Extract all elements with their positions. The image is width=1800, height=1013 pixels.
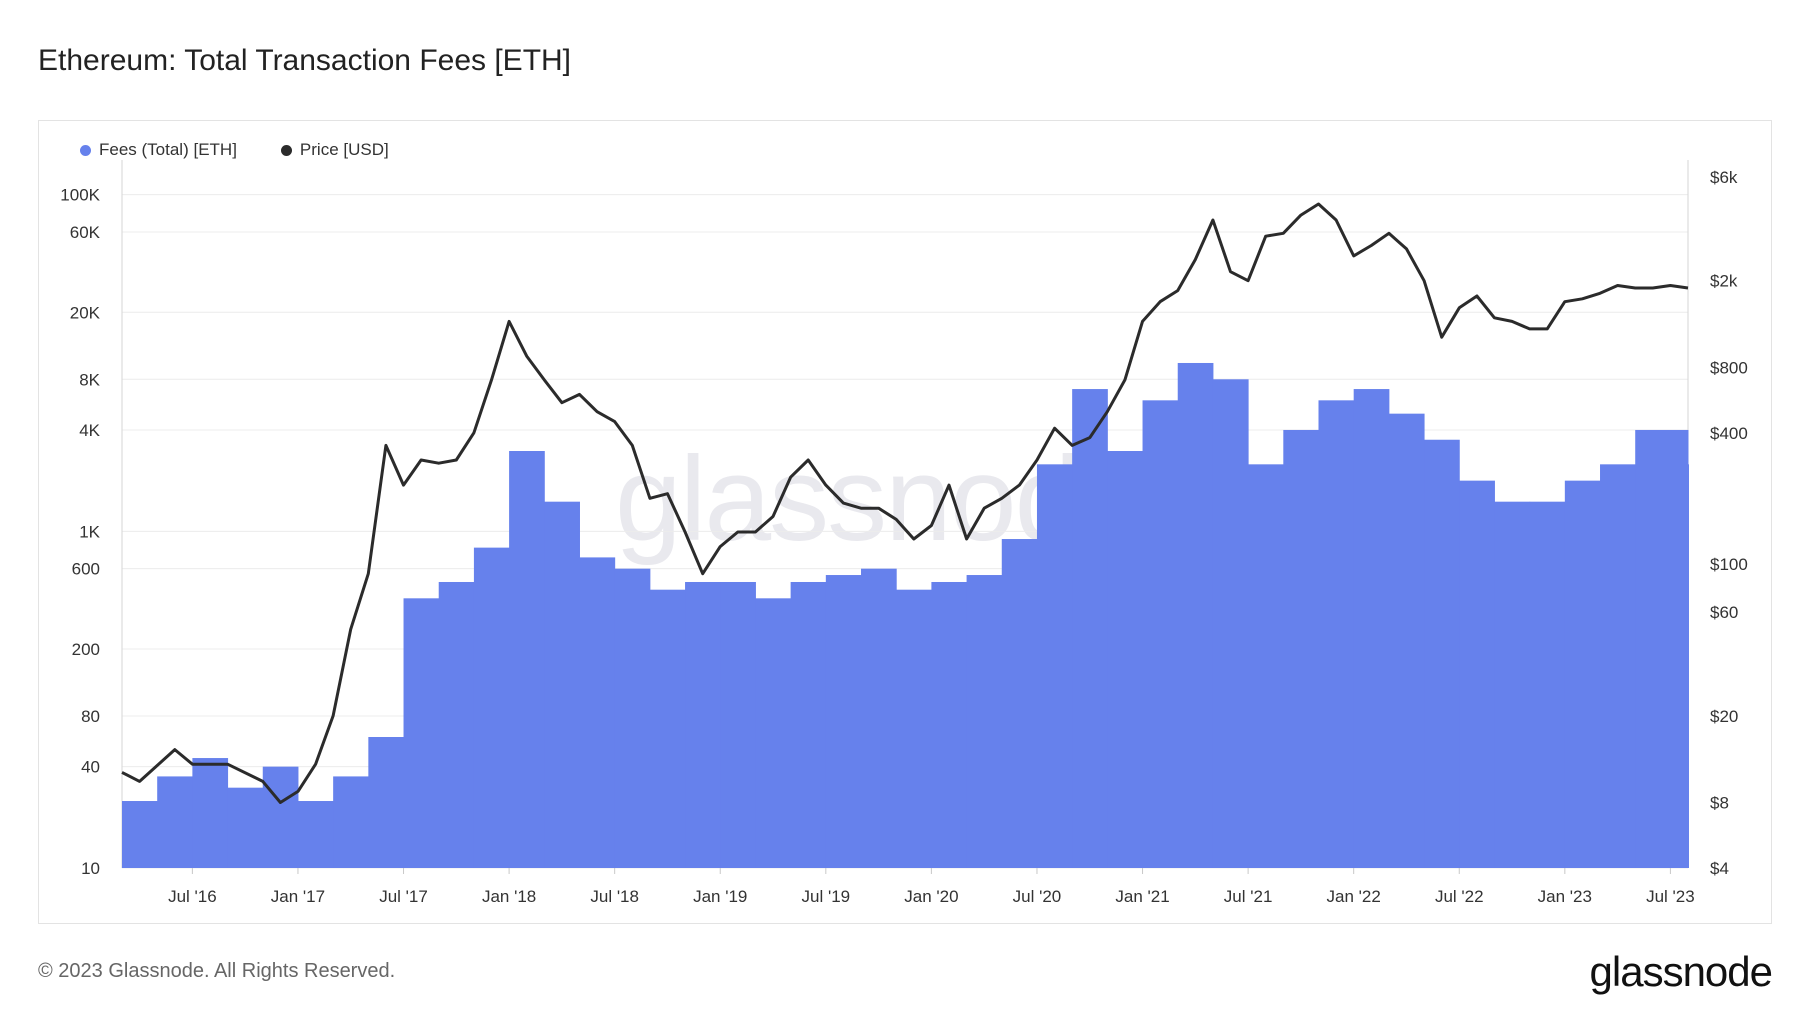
fees-bar xyxy=(1036,464,1073,868)
x-tick-label: Jul '22 xyxy=(1435,887,1484,906)
fees-bar xyxy=(1001,539,1038,868)
fees-bar xyxy=(1494,501,1531,868)
fees-legend-dot-icon xyxy=(80,144,91,156)
fees-bar xyxy=(1318,400,1355,868)
fees-bar xyxy=(1283,429,1319,868)
fees-bar xyxy=(1635,429,1689,868)
fees-bar xyxy=(368,737,405,868)
fees-bar xyxy=(1212,379,1249,868)
right-tick-label: $2k xyxy=(1710,272,1738,291)
legend-label-fees: Fees (Total) [ETH] xyxy=(99,140,237,159)
left-tick-label: 20K xyxy=(70,303,101,322)
x-tick-label: Jul '16 xyxy=(168,887,217,906)
fees-bar xyxy=(1424,439,1460,868)
fees-bar xyxy=(1142,400,1179,868)
chart-panel xyxy=(38,120,1772,924)
price-legend-dot-icon xyxy=(280,144,292,156)
left-tick-label: 600 xyxy=(72,560,100,579)
left-tick-label: 1K xyxy=(79,522,100,541)
legend-item-fees[interactable]: Fees (Total) [ETH] xyxy=(80,140,237,160)
fees-bar xyxy=(1107,451,1144,868)
fees-bar xyxy=(790,581,827,868)
right-tick-label: $20 xyxy=(1710,707,1738,726)
fees-bar xyxy=(755,598,792,868)
left-tick-label: 200 xyxy=(72,640,100,659)
x-tick-label: Jul '19 xyxy=(802,887,851,906)
x-tick-label: Jan '21 xyxy=(1115,887,1169,906)
x-tick-label: Jan '22 xyxy=(1327,887,1381,906)
fees-bar xyxy=(438,581,475,868)
fees-bar xyxy=(1459,480,1495,868)
page-title: Ethereum: Total Transaction Fees [ETH] xyxy=(38,44,572,77)
fees-bar xyxy=(825,575,862,868)
fees-bar xyxy=(1600,464,1636,868)
fees-bar xyxy=(262,766,299,868)
copyright-text: © 2023 Glassnode. All Rights Reserved. xyxy=(38,960,396,982)
legend-item-price[interactable]: Price [USD] xyxy=(280,140,389,160)
fees-bar xyxy=(192,758,229,868)
fees-bar xyxy=(896,589,932,868)
x-tick-label: Jan '19 xyxy=(693,887,747,906)
x-tick-label: Jul '21 xyxy=(1224,887,1273,906)
price-line xyxy=(121,202,1689,804)
right-tick-label: $6k xyxy=(1710,168,1738,187)
left-tick-label: 100K xyxy=(60,186,100,205)
x-tick-label: Jul '18 xyxy=(590,887,639,906)
fees-bar xyxy=(1072,389,1108,868)
right-tick-label: $800 xyxy=(1710,358,1748,377)
fees-bar xyxy=(473,547,510,868)
right-tick-label: $8 xyxy=(1710,793,1729,812)
fees-bar xyxy=(122,801,158,868)
right-tick-label: $100 xyxy=(1710,555,1748,574)
fees-bar xyxy=(157,776,193,868)
fees-bar xyxy=(861,568,897,868)
fees-bar xyxy=(333,776,369,868)
fees-bar xyxy=(509,451,545,868)
right-tick-label: $60 xyxy=(1710,603,1738,622)
fees-bar xyxy=(297,801,334,868)
left-tick-label: 8K xyxy=(79,370,100,389)
x-tick-label: Jan '23 xyxy=(1538,887,1592,906)
fees-bar xyxy=(966,575,1003,868)
fees-bar xyxy=(649,589,686,868)
x-tick-label: Jan '17 xyxy=(271,887,325,906)
left-tick-label: 60K xyxy=(70,223,101,242)
fees-bar xyxy=(1353,389,1390,868)
fees-bar xyxy=(931,581,968,868)
fees-bar xyxy=(685,581,721,868)
x-tick-label: Jul '20 xyxy=(1013,887,1062,906)
fees-bar xyxy=(579,557,616,868)
left-tick-label: 10 xyxy=(81,859,100,878)
fees-bar xyxy=(1388,413,1425,868)
fees-bar xyxy=(544,501,580,868)
left-tick-label: 40 xyxy=(81,758,100,777)
fees-bar xyxy=(1529,501,1566,868)
legend-label-price: Price [USD] xyxy=(299,140,389,159)
fees-bar xyxy=(403,598,440,868)
x-tick-label: Jul '17 xyxy=(379,887,428,906)
fees-bar xyxy=(614,568,651,868)
fees-bar xyxy=(1688,464,1689,868)
x-tick-label: Jan '20 xyxy=(904,887,958,906)
right-tick-label: $400 xyxy=(1710,424,1748,443)
x-tick-label: Jan '18 xyxy=(482,887,536,906)
fees-bar xyxy=(720,581,756,868)
brand-logo: glassnode xyxy=(1589,948,1773,995)
x-tick-label: Jul '23 xyxy=(1646,887,1695,906)
left-tick-label: 4K xyxy=(79,421,100,440)
fees-bar xyxy=(1248,464,1284,868)
right-tick-label: $4 xyxy=(1710,859,1729,878)
fees-bar xyxy=(1564,480,1601,868)
chart-legend: Fees (Total) [ETH] Price [USD] xyxy=(80,140,389,160)
left-tick-label: 80 xyxy=(81,707,100,726)
fees-bar xyxy=(227,787,264,868)
fees-bar xyxy=(1177,362,1214,868)
